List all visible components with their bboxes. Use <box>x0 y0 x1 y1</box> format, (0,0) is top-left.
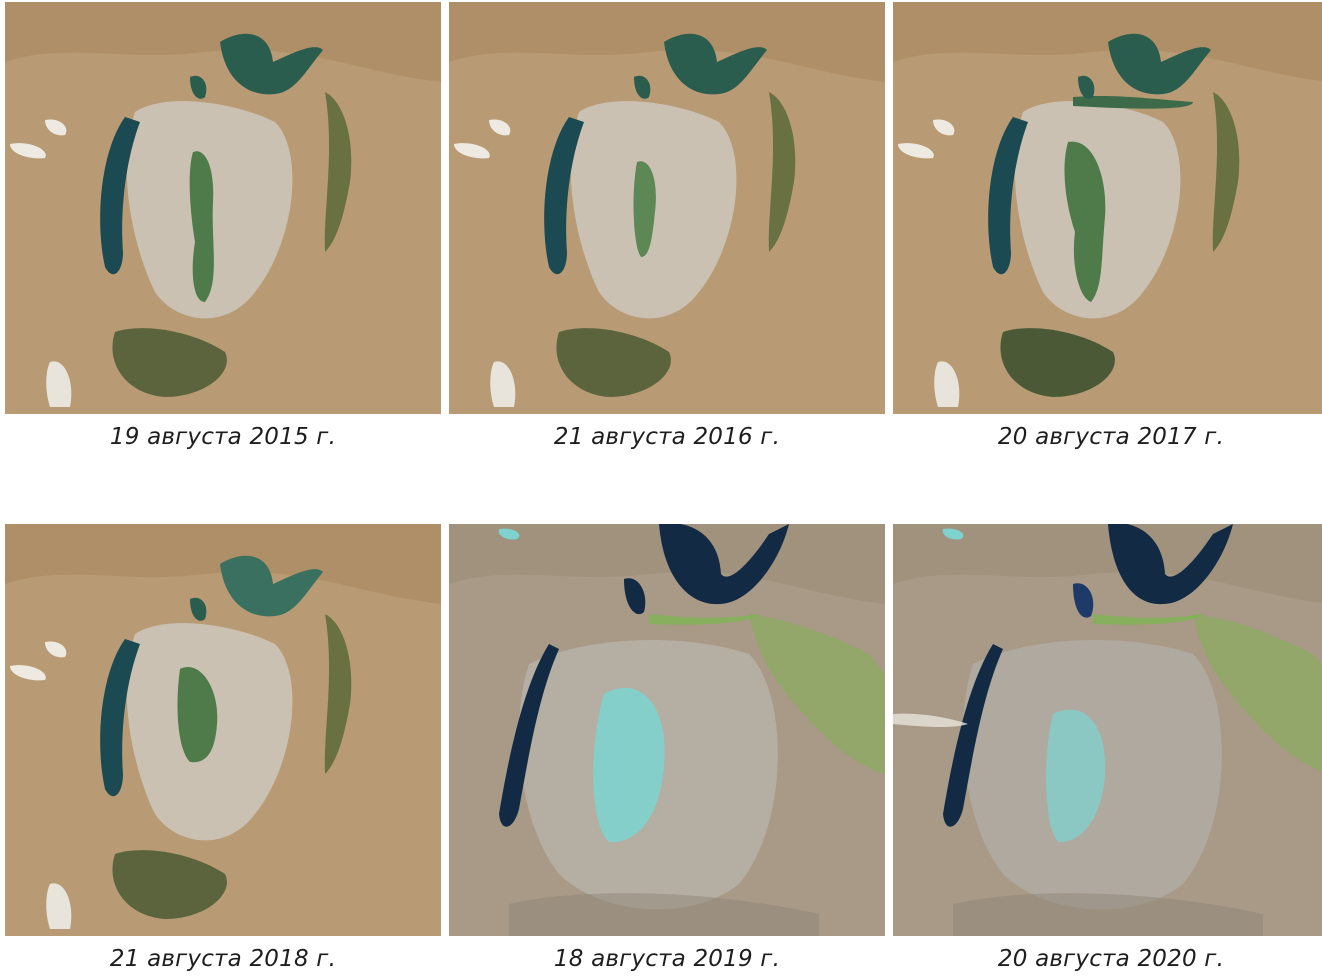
caption-2019: 18 августа 2019 г. <box>553 946 781 972</box>
caption-2015: 19 августа 2015 г. <box>109 424 337 450</box>
satellite-image-2016 <box>449 2 885 414</box>
caption-2016: 21 августа 2016 г. <box>553 424 781 450</box>
aral-sea-map-2018 <box>5 524 441 936</box>
satellite-image-2017 <box>893 2 1322 414</box>
satellite-image-2019 <box>449 524 885 936</box>
caption-2020: 20 августа 2020 г. <box>997 946 1225 972</box>
aral-sea-map-2015 <box>5 2 441 414</box>
aral-sea-map-2016 <box>449 2 885 414</box>
satellite-image-2020 <box>893 524 1322 936</box>
satellite-image-2015 <box>5 2 441 414</box>
satellite-image-2018 <box>5 524 441 936</box>
aral-sea-map-2020 <box>893 524 1322 936</box>
caption-2017: 20 августа 2017 г. <box>997 424 1225 450</box>
aral-sea-map-2019 <box>449 524 885 936</box>
caption-2018: 21 августа 2018 г. <box>109 946 337 972</box>
aral-sea-map-2017 <box>893 2 1322 414</box>
